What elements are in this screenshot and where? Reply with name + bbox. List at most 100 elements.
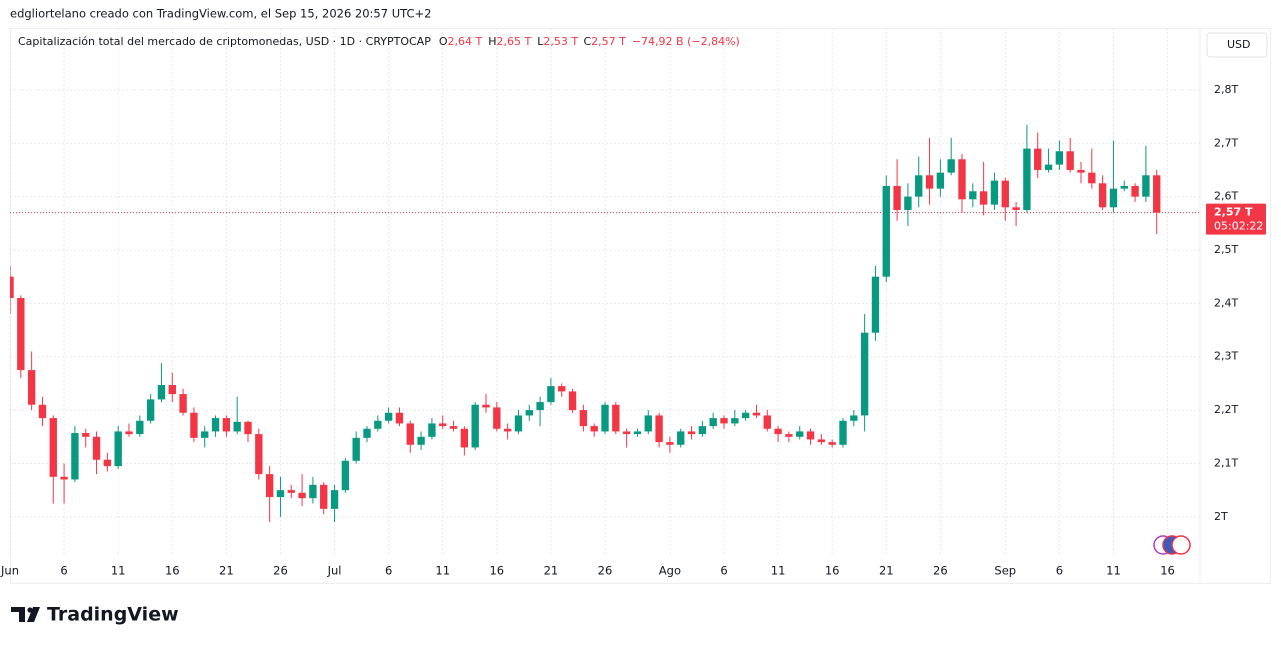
- candle-body: [590, 426, 598, 432]
- x-tick-label: 16: [825, 564, 840, 578]
- candle-body: [709, 418, 717, 427]
- candle-body: [860, 332, 869, 416]
- chart-frame: [10, 28, 1271, 584]
- x-tick-label: 21: [219, 564, 234, 578]
- candle-body: [958, 159, 966, 200]
- y-tick-label: 2,7T: [1214, 136, 1238, 149]
- legend-value: 2,65 T: [497, 35, 532, 48]
- legend-key: O: [439, 35, 448, 48]
- candle-body: [395, 412, 404, 424]
- candle-body: [10, 276, 14, 299]
- candle-body: [1077, 169, 1085, 173]
- candle-body: [60, 476, 68, 480]
- candle-body: [525, 410, 533, 416]
- candle-body: [1153, 175, 1161, 213]
- candle-body: [449, 426, 458, 429]
- countdown: 05:02:22: [1214, 220, 1263, 233]
- candle-body: [146, 399, 155, 421]
- legend-value: 2,57 T: [591, 35, 626, 48]
- candle-body: [871, 276, 880, 333]
- labels: 2T 2,1T 2,2T 2,3T 2,4T 2,5T 2,6T 2,7T 2,8T Jun 6 11…: [0, 83, 1266, 578]
- candle-body: [536, 402, 544, 411]
- candle-body: [330, 490, 339, 509]
- candle-body: [633, 431, 642, 435]
- candle-body: [341, 460, 350, 491]
- candle-body: [211, 418, 220, 432]
- y-tick-label: 2,2T: [1214, 403, 1238, 416]
- legend: Capitalización total del mercado de crip…: [18, 35, 740, 48]
- candle-body: [1023, 148, 1031, 210]
- x-tick-label: Jun: [0, 564, 19, 578]
- candle-body: [915, 175, 923, 197]
- x-tick-label: 11: [111, 564, 126, 578]
- candle-body: [1120, 185, 1128, 189]
- candles: [10, 124, 1161, 523]
- candle-body: [763, 415, 771, 429]
- candle-body: [1142, 175, 1150, 197]
- candle-body: [222, 418, 231, 432]
- legend-key: H: [488, 35, 496, 48]
- candle-body: [136, 420, 144, 435]
- brand: TradingView: [47, 604, 179, 626]
- legend-change: −74,92 B (−2,84%): [632, 35, 740, 48]
- candle-body: [1131, 185, 1139, 197]
- candle-body: [893, 185, 901, 210]
- x-tick-label: 16: [489, 564, 504, 578]
- candle-body: [71, 433, 79, 480]
- candle-body: [925, 175, 934, 189]
- candle-body: [655, 415, 663, 443]
- candle-body: [817, 439, 826, 443]
- candle-body: [320, 484, 328, 509]
- x-tick-label: 11: [1106, 564, 1121, 578]
- legend-title: Capitalización total del mercado de crip…: [18, 35, 431, 48]
- legend-key: L: [537, 35, 544, 48]
- x-tick-label: 6: [60, 564, 67, 578]
- candle-body: [168, 385, 176, 395]
- candle-body: [1012, 207, 1020, 210]
- candle-body: [157, 385, 166, 400]
- candle-body: [38, 404, 47, 419]
- candle-body: [406, 423, 414, 445]
- candle-body: [1109, 188, 1118, 208]
- candle-body: [244, 421, 252, 435]
- y-tick-label: 2,8T: [1214, 83, 1238, 96]
- candle-body: [125, 431, 133, 435]
- candle-body: [687, 431, 696, 435]
- x-tick-label: 16: [1160, 564, 1175, 578]
- last-price-tag: [1206, 203, 1266, 235]
- candle-body: [579, 410, 588, 427]
- candle-body: [979, 191, 988, 205]
- candle-body: [265, 474, 274, 498]
- candle-body: [309, 484, 317, 499]
- candle-body: [103, 459, 112, 467]
- candle-body: [601, 404, 609, 432]
- candle-body: [460, 428, 469, 448]
- legend-value: 2,64 T: [448, 35, 483, 48]
- candle-body: [255, 434, 263, 475]
- candle-body: [882, 185, 890, 277]
- candle-body: [806, 431, 815, 440]
- candle-body: [558, 386, 566, 392]
- y-tick-label: 2,3T: [1214, 350, 1238, 363]
- flags-icon: [1153, 535, 1191, 555]
- candle-body: [82, 433, 90, 437]
- candle-body: [49, 418, 57, 477]
- currency[interactable]: USD: [1227, 38, 1251, 51]
- x-tick-label: 11: [435, 564, 450, 578]
- currency-button[interactable]: [1206, 32, 1268, 58]
- candle-body: [92, 436, 101, 460]
- candle-body: [114, 431, 122, 467]
- candle-body: [774, 428, 782, 435]
- x-tick-label: 26: [598, 564, 613, 578]
- candle-body: [201, 431, 209, 438]
- candle-body: [796, 431, 804, 437]
- candle-body: [666, 442, 674, 445]
- x-tick-label: 21: [544, 564, 559, 578]
- candle-body: [233, 421, 241, 432]
- y-tick-label: 2,1T: [1214, 456, 1238, 469]
- candle-body: [190, 412, 198, 438]
- y-tick-label: 2,6T: [1214, 190, 1238, 203]
- candle-body: [428, 423, 436, 437]
- candle-body: [1066, 151, 1074, 170]
- y-tick-label: 2,5T: [1214, 243, 1238, 256]
